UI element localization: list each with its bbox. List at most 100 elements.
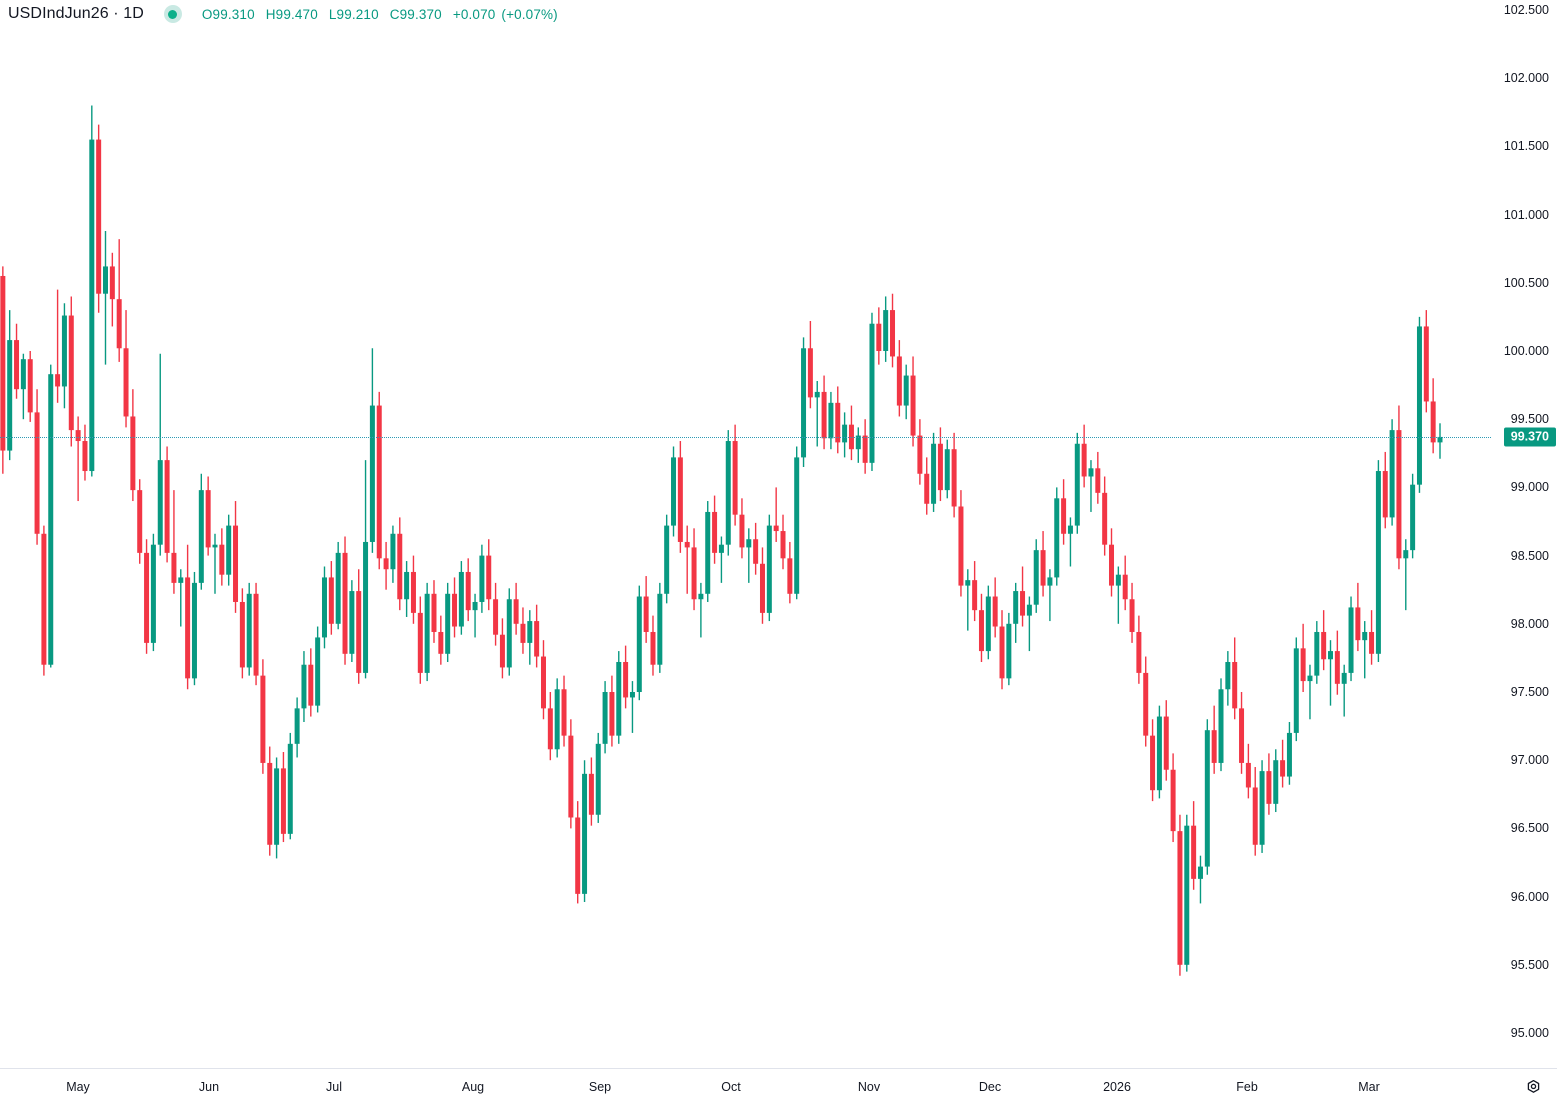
candle-body (102, 266, 108, 294)
candle-body (924, 473, 930, 504)
candle-body (315, 637, 321, 706)
candle-body (226, 525, 232, 575)
price-tick-label: 99.500 (1510, 412, 1549, 427)
candle-body (698, 593, 704, 600)
candle-body (1033, 550, 1039, 605)
candle-body (937, 443, 943, 491)
candle-body (123, 348, 129, 417)
candle-body (883, 310, 889, 351)
candle-body (1095, 468, 1101, 493)
axis-corner-divider (1490, 1068, 1491, 1104)
candle-body (684, 541, 690, 548)
time-tick-label: Nov (857, 1080, 881, 1094)
candle-body (1136, 631, 1142, 673)
candle-body (280, 768, 286, 834)
candle-body (431, 593, 437, 632)
candle-body (1389, 430, 1395, 518)
candle-body (233, 525, 239, 602)
candle-body (479, 555, 485, 602)
candle-body (629, 692, 635, 698)
candlestick-series (0, 105, 1443, 976)
candle-body (828, 402, 834, 439)
candle-body (164, 460, 170, 553)
market-status-indicator[interactable] (162, 4, 184, 24)
candle-body (944, 449, 950, 491)
candle-body (835, 402, 841, 443)
candle-body (1410, 484, 1416, 551)
candle-body (1334, 651, 1340, 684)
candle-body (1430, 401, 1436, 443)
candle-body (1197, 866, 1203, 879)
candle-body (1375, 471, 1381, 654)
candle-body (766, 525, 772, 613)
candle-body (671, 457, 677, 526)
candle-body (527, 621, 533, 643)
candle-body (978, 610, 984, 652)
candle-body (363, 541, 369, 673)
candle-body (917, 435, 923, 474)
candle-body (540, 656, 546, 709)
candle-body (301, 664, 307, 709)
price-tick-label: 100.000 (1503, 344, 1549, 358)
price-tick-label: 100.500 (1503, 275, 1549, 290)
candle-body (1396, 430, 1402, 559)
time-tick-label: Dec (978, 1080, 1002, 1094)
candle-body (253, 593, 259, 676)
candle-body (82, 441, 88, 472)
candle-body (616, 661, 622, 736)
chart-settings-icon[interactable] (1523, 1077, 1543, 1097)
candle-body (1423, 326, 1429, 402)
candle-body (1163, 716, 1169, 770)
candle-body (239, 601, 245, 668)
candle-body (862, 435, 868, 463)
candle-body (520, 623, 526, 643)
candle-body (753, 539, 759, 564)
candle-body (773, 525, 779, 532)
candle-body (191, 582, 197, 679)
candle-body (725, 441, 731, 545)
ohlc-close: C99.370 (389, 6, 442, 22)
chart-plot-area[interactable] (0, 0, 1491, 1068)
candle-body (1129, 599, 1135, 632)
time-scale[interactable]: May Jun Jul Aug Sep Oct Nov Dec 2026 Feb Mar (0, 1068, 1557, 1104)
candle-body (876, 323, 882, 351)
candle-body (349, 591, 355, 654)
candle-body (1143, 672, 1149, 736)
candle-body (903, 375, 909, 406)
candle-body (664, 525, 670, 594)
candle-body (150, 544, 156, 643)
candle-body (534, 621, 540, 657)
candle-body (951, 449, 957, 507)
ohlc-open: O99.310 (201, 6, 255, 22)
candle-body (739, 514, 745, 548)
symbol-title[interactable]: USDIndJun26 · 1D (8, 5, 144, 22)
candle-body (472, 601, 478, 611)
candle-body (424, 593, 430, 673)
candle-body (369, 405, 375, 542)
candle-body (1307, 675, 1313, 682)
candle-body (376, 405, 382, 559)
time-tick-label: Jun (198, 1080, 220, 1094)
candle-body (568, 735, 574, 818)
price-scale[interactable]: 99.370 102.500 102.000 101.500 101.000 100.5… (1491, 0, 1557, 1068)
candle-body (609, 692, 615, 736)
candle-body (185, 577, 191, 679)
candle-body (1314, 631, 1320, 676)
candle-body (801, 348, 807, 458)
ohlc-values: O99.310 H99.470 L99.210 C99.370 +0.070 (… (202, 7, 558, 22)
candle-body (561, 689, 567, 736)
candle-body (1061, 498, 1067, 534)
candle-body (61, 315, 67, 387)
candle-body (842, 424, 848, 443)
candle-body (445, 593, 451, 654)
candle-body (595, 743, 601, 815)
candle-body (212, 544, 218, 548)
time-tick-label: Aug (461, 1080, 485, 1094)
candle-body (390, 533, 396, 570)
price-tick-label: 98.500 (1510, 548, 1549, 563)
candle-body (246, 593, 252, 668)
candle-body (417, 612, 423, 673)
candle-body (438, 631, 444, 654)
candle-body (1245, 762, 1251, 788)
candle-body (1280, 760, 1286, 777)
